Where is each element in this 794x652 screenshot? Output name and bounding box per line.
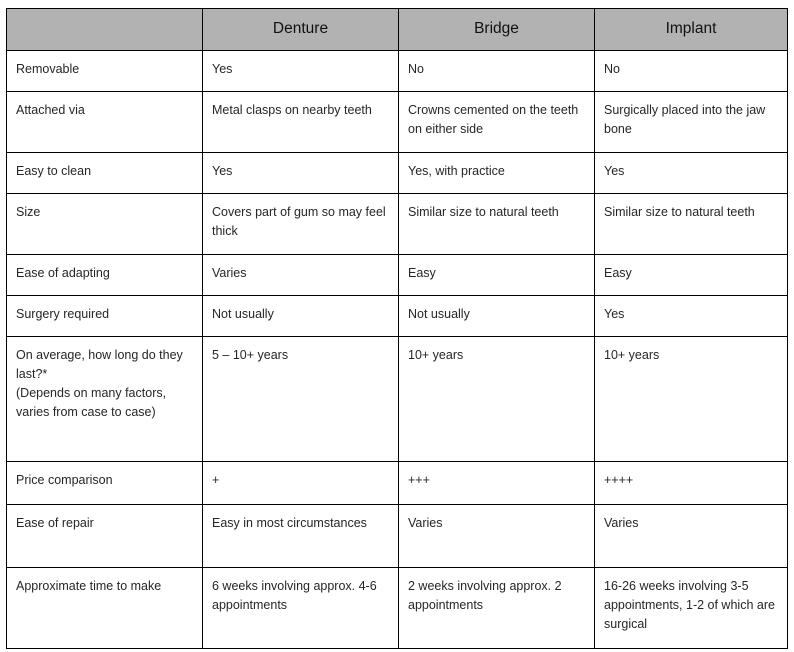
table-row: Price comparison + +++ ++++ <box>6 461 788 505</box>
row-label: Surgery required <box>6 295 203 337</box>
row-label: Ease of repair <box>6 504 203 568</box>
cell-denture: 6 weeks involving approx. 4-6 appointmen… <box>202 567 399 649</box>
table-row: Size Covers part of gum so may feel thic… <box>6 193 788 255</box>
cell-implant: Yes <box>594 295 788 337</box>
row-label: Price comparison <box>6 461 203 505</box>
cell-bridge: Easy <box>398 254 595 296</box>
cell-bridge: 2 weeks involving approx. 2 appointments <box>398 567 595 649</box>
cell-implant: Yes <box>594 152 788 194</box>
cell-denture: Yes <box>202 152 399 194</box>
cell-denture: Not usually <box>202 295 399 337</box>
header-denture: Denture <box>202 8 399 51</box>
row-label: Size <box>6 193 203 255</box>
table-row: Attached via Metal clasps on nearby teet… <box>6 91 788 153</box>
cell-denture: Easy in most circumstances <box>202 504 399 568</box>
cell-denture: Yes <box>202 50 399 92</box>
table-row: Easy to clean Yes Yes, with practice Yes <box>6 152 788 194</box>
cell-bridge: No <box>398 50 595 92</box>
table-row: Ease of repair Easy in most circumstance… <box>6 504 788 568</box>
row-label: Easy to clean <box>6 152 203 194</box>
cell-bridge: +++ <box>398 461 595 505</box>
header-bridge: Bridge <box>398 8 595 51</box>
cell-denture: Varies <box>202 254 399 296</box>
header-corner <box>6 8 203 51</box>
row-label: Removable <box>6 50 203 92</box>
header-implant: Implant <box>594 8 788 51</box>
row-label: Attached via <box>6 91 203 153</box>
cell-bridge: 10+ years <box>398 336 595 462</box>
row-label: On average, how long do they last?* (Dep… <box>6 336 203 462</box>
cell-implant: Varies <box>594 504 788 568</box>
table-row: Ease of adapting Varies Easy Easy <box>6 254 788 296</box>
denture-bridge-implant-comparison-table: Denture Bridge Implant Removable Yes No … <box>6 8 788 649</box>
row-label: Approximate time to make <box>6 567 203 649</box>
table-header: Denture Bridge Implant <box>6 8 788 51</box>
cell-implant: Surgically placed into the jaw bone <box>594 91 788 153</box>
cell-bridge: Crowns cemented on the teeth on either s… <box>398 91 595 153</box>
cell-implant: No <box>594 50 788 92</box>
cell-bridge: Yes, with practice <box>398 152 595 194</box>
cell-denture: Covers part of gum so may feel thick <box>202 193 399 255</box>
cell-bridge: Not usually <box>398 295 595 337</box>
table-row: Surgery required Not usually Not usually… <box>6 295 788 337</box>
table-header-row: Denture Bridge Implant <box>6 8 788 51</box>
cell-implant: Easy <box>594 254 788 296</box>
cell-implant: 16-26 weeks involving 3-5 appointments, … <box>594 567 788 649</box>
cell-denture: 5 – 10+ years <box>202 336 399 462</box>
cell-denture: Metal clasps on nearby teeth <box>202 91 399 153</box>
cell-implant: ++++ <box>594 461 788 505</box>
comparison-table-container: Denture Bridge Implant Removable Yes No … <box>6 8 788 649</box>
table-row: Removable Yes No No <box>6 50 788 92</box>
cell-implant: 10+ years <box>594 336 788 462</box>
table-row: On average, how long do they last?* (Dep… <box>6 336 788 462</box>
cell-bridge: Similar size to natural teeth <box>398 193 595 255</box>
cell-bridge: Varies <box>398 504 595 568</box>
cell-implant: Similar size to natural teeth <box>594 193 788 255</box>
cell-denture: + <box>202 461 399 505</box>
table-row: Approximate time to make 6 weeks involvi… <box>6 567 788 649</box>
row-label: Ease of adapting <box>6 254 203 296</box>
table-body: Removable Yes No No Attached via Metal c… <box>6 50 788 649</box>
